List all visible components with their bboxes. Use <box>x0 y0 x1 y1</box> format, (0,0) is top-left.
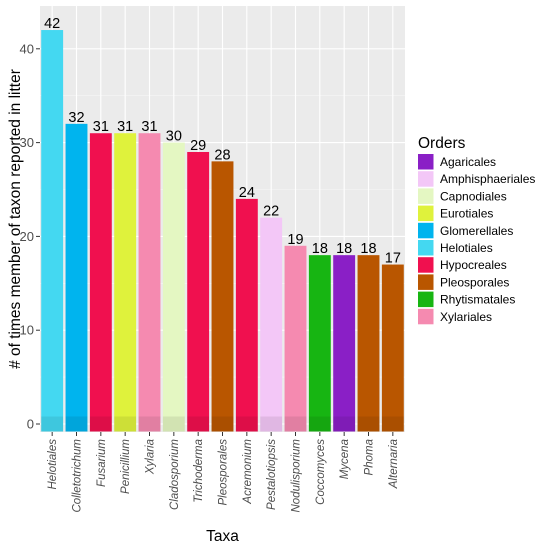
bar-pleosporales <box>211 161 234 432</box>
data-label: 24 <box>239 185 255 201</box>
legend-label: Rhytismatales <box>440 293 515 307</box>
bar-base-segment <box>211 416 234 432</box>
legend-label: Glomerellales <box>440 224 513 238</box>
bar-base-segment <box>41 416 64 432</box>
bar-alternaria <box>381 264 404 432</box>
bar-phoma <box>357 255 380 432</box>
data-label: 18 <box>360 241 376 257</box>
x-tick-label: Acremonium <box>242 439 254 505</box>
y-tick-label: 10 <box>20 323 34 338</box>
bar-base-segment <box>187 416 210 432</box>
x-tick-label: Cladosporium <box>169 439 181 510</box>
bar-mycena <box>333 255 356 432</box>
x-tick-label: Xylaria <box>145 439 157 475</box>
data-label: 29 <box>190 138 206 154</box>
legend-label: Pleosporales <box>440 275 509 289</box>
data-label: 18 <box>312 241 328 257</box>
bar-trichoderma <box>187 151 210 432</box>
legend-label: Xylariales <box>440 310 492 324</box>
y-tick-label: 20 <box>20 229 34 244</box>
bar-pestalotiopsis <box>260 217 283 432</box>
data-label: 31 <box>141 119 157 135</box>
data-label: 18 <box>336 241 352 257</box>
x-tick-label: Fusarium <box>96 439 108 487</box>
bar-base-segment <box>284 416 307 432</box>
x-tick-label: Trichoderma <box>193 439 205 503</box>
bar-base-segment <box>235 416 258 432</box>
legend-label: Eurotiales <box>440 207 493 221</box>
y-tick-label: 40 <box>20 41 34 56</box>
bar-base-segment <box>162 416 185 432</box>
legend-key <box>418 154 434 170</box>
bar-penicillium <box>114 133 137 432</box>
bar-base-segment <box>333 416 356 432</box>
legend-label: Hypocreales <box>440 258 507 272</box>
bar-base-segment <box>89 416 112 432</box>
x-tick-label: Colletotrichum <box>72 439 84 513</box>
legend-label: Agaricales <box>440 155 496 169</box>
data-label: 30 <box>166 129 182 145</box>
bar-coccomyces <box>308 255 331 432</box>
legend-title: Orders <box>418 135 466 152</box>
data-labels: 42 32 31 31 31 30 29 28 24 22 19 18 18 18 17 <box>44 16 401 267</box>
bar-nodulisporium <box>284 245 307 432</box>
data-label: 31 <box>117 119 133 135</box>
bar-base-segment <box>260 416 283 432</box>
y-tick-label: 30 <box>20 135 34 150</box>
data-label: 42 <box>44 16 60 32</box>
bar-base-segment <box>138 416 161 432</box>
legend-label: Helotiales <box>440 241 493 255</box>
data-label: 28 <box>214 147 230 163</box>
legend-key <box>418 171 434 187</box>
legend-key <box>418 205 434 222</box>
x-tick-label: Helotiales <box>47 439 59 490</box>
data-label: 19 <box>287 232 303 248</box>
legend-key <box>418 291 434 308</box>
bar-base-segment <box>357 416 380 432</box>
x-axis-title: Taxa <box>206 528 239 545</box>
bar-base-segment <box>114 416 137 432</box>
legend-key <box>418 188 434 204</box>
bar-helotiales <box>41 30 64 432</box>
bar-acremonium <box>235 198 258 432</box>
bar-xylaria <box>138 133 161 432</box>
legend-items: Agaricales Amphisphaeriales Capnodiales Eur… <box>418 154 535 325</box>
x-tick-label: Pestalotiopsis <box>266 439 278 510</box>
x-tick-label: Mycena <box>339 439 351 479</box>
legend-key <box>418 222 434 239</box>
legend-key <box>418 257 434 273</box>
legend-key <box>418 308 434 325</box>
legend-key <box>418 274 434 290</box>
data-label: 31 <box>93 119 109 135</box>
y-axis-title: # of times member of taxon reported in l… <box>7 69 24 369</box>
x-tick-label: Phoma <box>364 439 376 475</box>
y-axis: 0 10 20 30 40 <box>20 41 40 432</box>
x-tick-label: Nodulisporium <box>291 439 303 513</box>
legend-key <box>418 240 434 256</box>
legend-label: Amphisphaeriales <box>440 172 535 186</box>
x-tick-label: Pleosporales <box>218 439 230 506</box>
bar-colletotrichum <box>65 123 88 432</box>
data-label: 32 <box>68 110 84 126</box>
legend: Orders Agaricales Amphisphaeriales Capnodi… <box>418 135 535 325</box>
x-tick-label: Penicillium <box>120 439 132 494</box>
bar-base-segment <box>308 416 331 432</box>
bar-base-segment <box>65 416 88 432</box>
x-tick-label: Coccomyces <box>315 439 327 505</box>
x-tick-label: Alternaria <box>388 439 400 489</box>
bar-cladosporium <box>162 142 185 432</box>
x-axis: Helotiales Colletotrichum Fusarium Penicill… <box>47 432 400 513</box>
bar-fusarium <box>89 133 112 432</box>
bar-base-segment <box>381 416 404 432</box>
data-label: 17 <box>385 251 401 267</box>
y-tick-label: 0 <box>27 417 34 432</box>
legend-label: Capnodiales <box>440 189 507 203</box>
data-label: 22 <box>263 204 279 220</box>
bars <box>41 30 404 432</box>
